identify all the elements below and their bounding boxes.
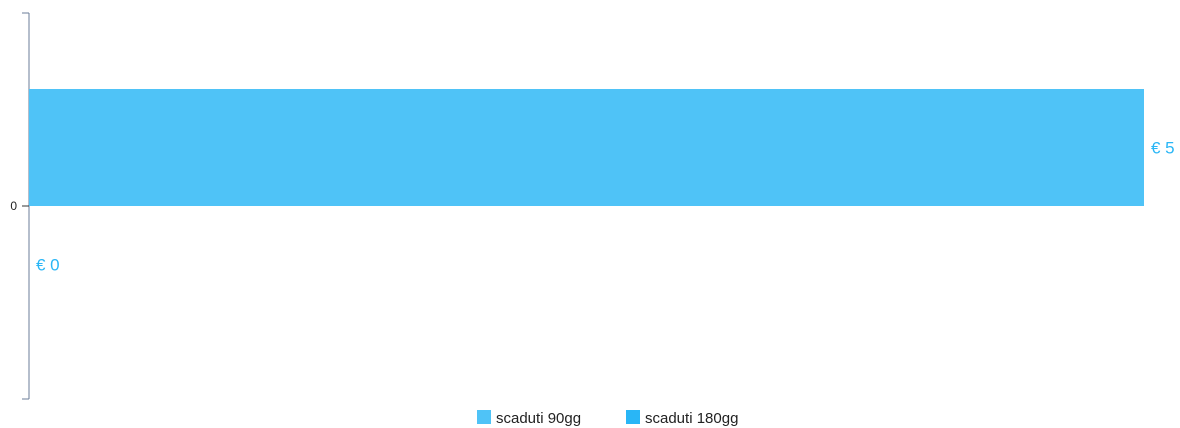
legend-swatch[interactable] bbox=[477, 410, 491, 424]
data-label: € 5 bbox=[1151, 139, 1175, 158]
legend-swatch[interactable] bbox=[626, 410, 640, 424]
legend-label[interactable]: scaduti 180gg bbox=[645, 410, 738, 427]
legend-label[interactable]: scaduti 90gg bbox=[496, 410, 581, 427]
data-label: € 0 bbox=[36, 256, 60, 275]
y-tick-label: 0 bbox=[10, 199, 17, 213]
bar-scaduti-90gg[interactable] bbox=[29, 89, 1144, 206]
